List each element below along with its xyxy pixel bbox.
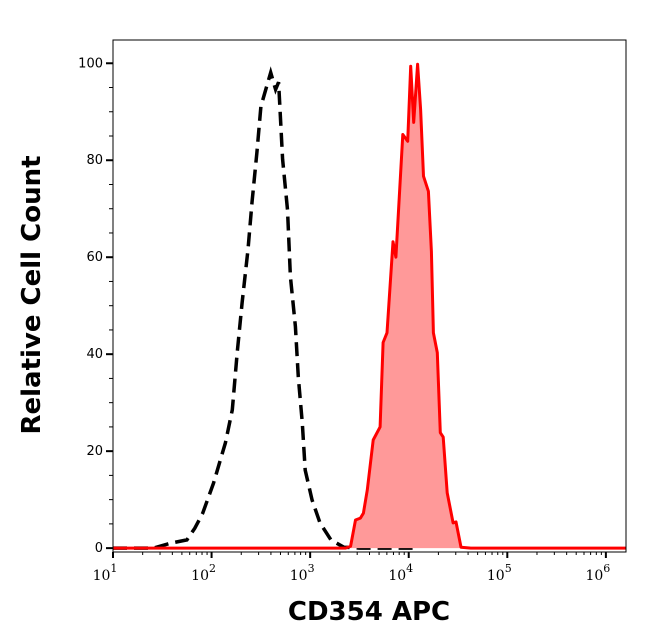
y-axis-title: Relative Cell Count — [17, 155, 47, 434]
y-tick-label: 20 — [86, 444, 103, 459]
axes: 101 102 103 104 105 106 0 20 40 60 80 100 — [78, 39, 627, 584]
y-tick-label: 60 — [86, 250, 103, 265]
series-line-1 — [113, 62, 626, 550]
x-tick-label: 102 — [191, 562, 216, 584]
x-tick-label: 106 — [585, 562, 610, 584]
x-tick-label: 103 — [290, 562, 315, 584]
y-tick-label: 80 — [86, 153, 103, 168]
y-tick-label: 0 — [95, 541, 103, 556]
x-axis-title: CD354 APC — [288, 597, 450, 627]
x-tick-label: 105 — [487, 562, 512, 584]
y-tick-label: 100 — [78, 56, 103, 71]
plot-area — [113, 62, 626, 550]
x-tick-label: 101 — [93, 562, 118, 584]
x-tick-label: 104 — [388, 562, 413, 584]
series-line-0 — [113, 66, 419, 550]
y-tick-label: 40 — [86, 347, 103, 362]
